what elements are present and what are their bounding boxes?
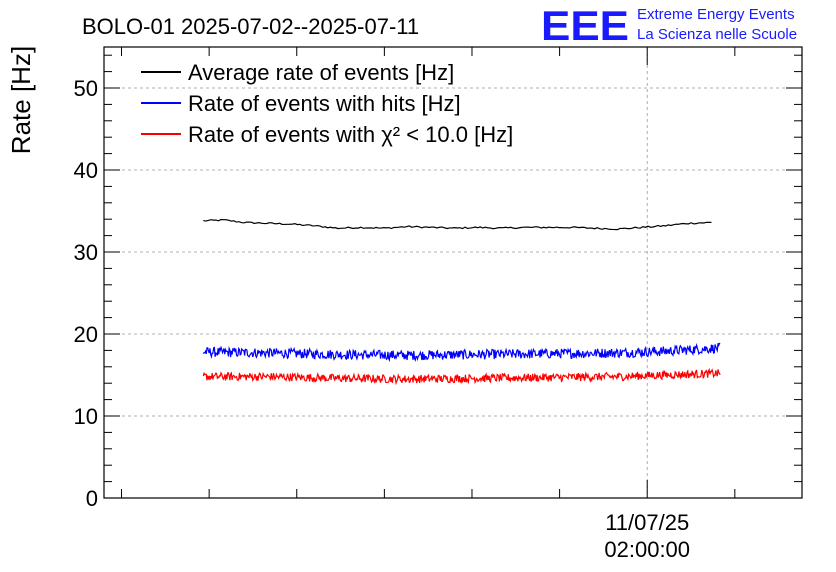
eee-logo: EEE Extreme Energy Events La Scienza nel… xyxy=(541,2,797,49)
chart-title: BOLO-01 2025-07-02--2025-07-11 xyxy=(82,14,419,39)
y-tick-label: 0 xyxy=(86,486,98,511)
series-line-2 xyxy=(202,342,721,363)
x-tick-time-label: 02:00:00 xyxy=(604,537,690,562)
y-tick-label: 30 xyxy=(74,240,98,265)
series-line-1 xyxy=(203,218,712,231)
legend-label-2: Rate of events with hits [Hz] xyxy=(188,91,461,116)
grid-lines xyxy=(104,47,802,498)
plot-frame xyxy=(103,46,803,499)
y-tick-label: 40 xyxy=(74,158,98,183)
legend-label-3: Rate of events with χ² < 10.0 [Hz] xyxy=(188,122,513,147)
x-tick-date-label: 11/07/25 xyxy=(605,510,689,535)
legend-label-1: Average rate of events [Hz] xyxy=(188,60,454,85)
y-axis-title: Rate [Hz] xyxy=(6,46,36,154)
axis-ticks xyxy=(104,47,802,499)
logo-mark: EEE xyxy=(541,2,629,49)
logo-line1: Extreme Energy Events xyxy=(637,6,795,23)
y-tick-label: 20 xyxy=(74,322,98,347)
series-lines xyxy=(202,218,721,386)
legend: Average rate of events [Hz] Rate of event… xyxy=(141,60,513,147)
y-tick-label: 50 xyxy=(74,76,98,101)
y-tick-label: 10 xyxy=(74,404,98,429)
logo-line2: La Scienza nelle Scuole xyxy=(637,26,797,43)
tick-labels: 0102030405011/07/2502:00:0011/07/2514:00… xyxy=(74,76,691,562)
series-line-3 xyxy=(202,367,721,386)
